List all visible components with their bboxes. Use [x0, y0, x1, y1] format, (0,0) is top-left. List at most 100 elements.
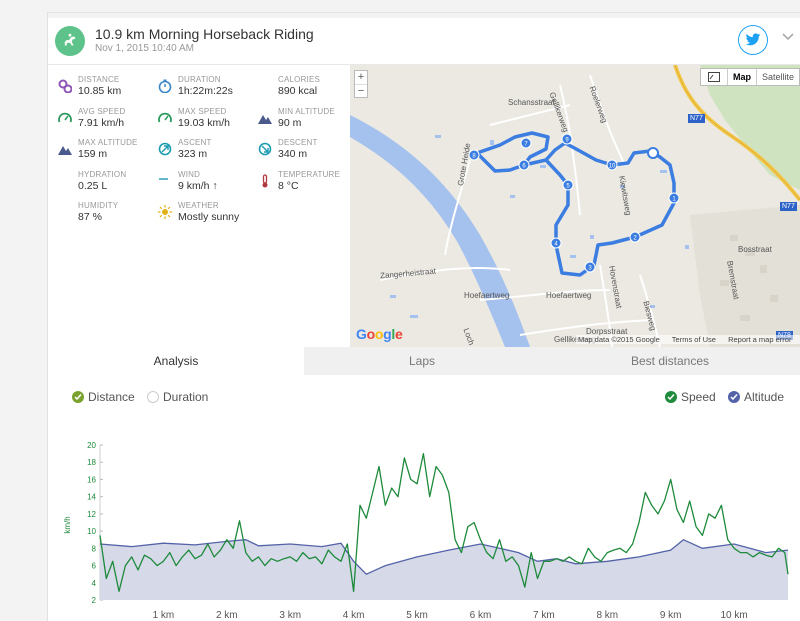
km-marker[interactable] [520, 137, 532, 149]
y-tick-label: 20 [87, 441, 96, 450]
x-tick-label: 2 km [216, 610, 238, 621]
map-street-label: Dorpsstraat [586, 327, 628, 336]
water-drops-icon [58, 174, 72, 188]
start-pin-icon[interactable] [647, 147, 659, 159]
stat-duration: DURATION 1h:22m:22s [148, 75, 248, 103]
legend-altitude-toggle[interactable]: Altitude [728, 390, 784, 404]
map-canvas[interactable]: 1 2 3 4 5 6 7 8 9 10 [350, 65, 800, 347]
stat-humidity: HUMIDITY 87 % [48, 201, 148, 229]
report-map-error-link[interactable]: Report a map error [728, 335, 792, 344]
stat-value: 323 m [178, 148, 208, 160]
x-tick-label: 10 km [720, 610, 747, 621]
stats-panel: DISTANCE 10.85 km DURATION 1h:22m:22s CALORI… [48, 65, 351, 347]
flame-icon [258, 79, 272, 93]
km-marker-label: 1 [672, 197, 676, 203]
top-strip [0, 0, 800, 13]
zoom-out-button[interactable]: − [357, 85, 365, 97]
horseback-riding-icon [55, 26, 85, 56]
thermometer-icon [262, 173, 268, 187]
stat-value: 0.25 L [78, 179, 108, 192]
x-tick-label: 5 km [406, 610, 428, 621]
tab-analysis[interactable]: Analysis [48, 347, 304, 375]
tab-best-distances[interactable]: Best distances [540, 347, 800, 375]
km-marker[interactable] [584, 261, 596, 273]
map-data-credit: Map data ©2015 Google [578, 335, 660, 344]
google-logo: Google [356, 326, 403, 342]
stat-value: 90 m [278, 116, 302, 129]
checkmark-icon [665, 391, 677, 403]
x-tick-label: 9 km [660, 610, 682, 621]
chevron-down-icon[interactable] [782, 32, 794, 42]
legend-speed-label: Speed [681, 390, 716, 404]
y-axis-label: km/h [63, 516, 72, 533]
stat-value: 340 m [278, 148, 308, 160]
stat-wind: WIND 9 km/h ↑ [148, 170, 248, 198]
speedometer-icon [58, 112, 72, 122]
y-tick-label: 14 [87, 493, 96, 502]
x-tick-label: 3 km [279, 610, 301, 621]
stat-label: AVG SPEED [78, 106, 126, 116]
legend-duration-toggle[interactable]: Duration [147, 390, 208, 404]
unchecked-circle-icon [147, 391, 159, 403]
km-marker[interactable] [561, 133, 573, 145]
map-type-satellite-button[interactable]: Satellite [756, 69, 799, 85]
checkmark-icon [72, 391, 84, 403]
stat-value: 1h:22m:22s [178, 85, 233, 97]
stat-weather: WEATHER Mostly sunny [148, 201, 248, 229]
stat-value: 159 m [78, 148, 108, 160]
km-marker-label: 10 [609, 164, 616, 170]
ascent-icon [158, 142, 172, 156]
stat-avg-speed: AVG SPEED 7.91 km/h [48, 107, 148, 135]
fullscreen-button[interactable] [701, 69, 728, 85]
stat-label: ASCENT [178, 138, 212, 147]
zoom-in-button[interactable]: + [355, 71, 367, 85]
twitter-bird-icon [745, 33, 761, 46]
stat-value: 9 km/h ↑ [178, 179, 218, 192]
map-type-map-button[interactable]: Map [733, 72, 751, 82]
road-shield: N77 [688, 114, 705, 123]
speed-altitude-chart[interactable]: 2 4 6 8 10 12 14 16 18 20 km/h 1 km 2 km 3 km 4 km 5 km… [48, 375, 800, 621]
x-tick-label: 7 km [533, 610, 555, 621]
stat-label: DURATION [178, 75, 221, 84]
activity-card: 10.9 km Morning Horseback Riding Nov 1, … [48, 18, 800, 621]
mountain-icon [258, 114, 272, 124]
left-gutter [0, 12, 48, 621]
km-marker[interactable] [606, 159, 618, 171]
humidity-drops-icon [58, 205, 72, 219]
legend-distance-label: Distance [88, 390, 135, 404]
stat-hydration: HYDRATION 0.25 L [48, 170, 148, 198]
map-street-label: Gellikerweg [554, 335, 596, 344]
legend-duration-label: Duration [163, 390, 209, 404]
tab-laps[interactable]: Laps [304, 347, 540, 375]
stat-value: 19.03 km/h [178, 116, 230, 129]
km-marker[interactable] [629, 231, 641, 243]
stat-label: TEMPERATURE [278, 169, 341, 179]
altitude-area [100, 539, 788, 600]
map-street-label: Hoefaertweg [546, 291, 592, 300]
km-marker[interactable] [468, 149, 480, 161]
stat-max-speed: MAX SPEED 19.03 km/h [148, 107, 248, 135]
x-tick-label: 4 km [343, 610, 365, 621]
stat-descent: DESCENT 340 m [248, 138, 348, 166]
mountain-icon [58, 146, 72, 155]
stat-label: HYDRATION [78, 169, 127, 179]
route-map[interactable]: 1 2 3 4 5 6 7 8 9 10 + − Map Satellite Schansstra… [350, 65, 800, 347]
x-tick-label: 1 km [153, 610, 175, 621]
map-zoom-control: + − [354, 70, 368, 98]
km-marker-label: 5 [566, 184, 570, 190]
legend-altitude-label: Altitude [744, 390, 785, 404]
legend-speed-toggle[interactable]: Speed [665, 390, 716, 404]
analysis-tabs: Analysis Laps Best distances [48, 347, 800, 375]
stat-max-altitude: MAX ALTITUDE 159 m [48, 138, 148, 166]
analysis-chart-area: Distance Duration Speed Altitude 2 4 6 8 10 1… [48, 375, 800, 621]
km-marker-label: 9 [565, 138, 569, 144]
km-marker[interactable] [518, 159, 530, 171]
map-street-label: Bosstraat [738, 245, 772, 254]
terms-of-use-link[interactable]: Terms of Use [671, 335, 716, 344]
km-marker[interactable] [668, 192, 680, 204]
km-marker[interactable] [550, 237, 562, 249]
legend-distance-toggle[interactable]: Distance [72, 390, 135, 404]
km-marker-label: 3 [588, 266, 592, 272]
km-marker[interactable] [562, 179, 574, 191]
twitter-share-button[interactable] [738, 25, 768, 55]
